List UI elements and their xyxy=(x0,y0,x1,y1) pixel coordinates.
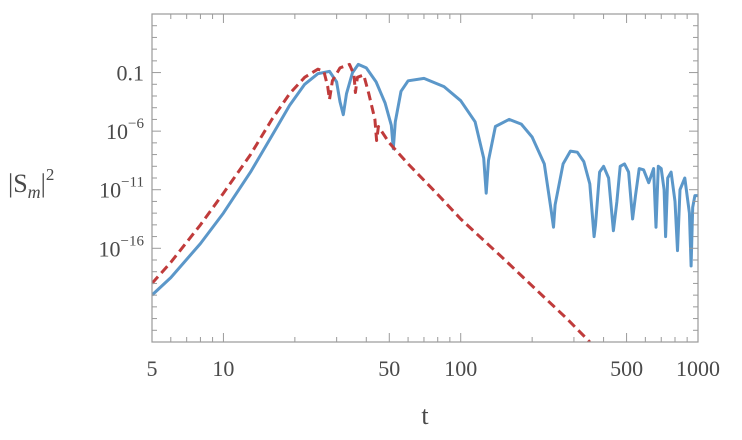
y-axis-label-sup: 2 xyxy=(46,165,55,184)
x-tick-label: 5 xyxy=(147,356,158,381)
y-tick-label: 10−11 xyxy=(99,175,144,203)
x-tick-label: 10 xyxy=(212,356,234,381)
tick-layer xyxy=(151,13,699,343)
y-axis-label-sub: m xyxy=(28,182,41,202)
series-line-1 xyxy=(152,62,698,297)
y-axis-label-base: |S xyxy=(8,169,28,198)
x-tick-label: 100 xyxy=(444,356,477,381)
y-tick-label: 10−6 xyxy=(106,116,144,144)
y-axis-label-close: | xyxy=(41,169,46,198)
x-tick-label: 50 xyxy=(378,356,400,381)
x-tick-label: 1000 xyxy=(676,356,720,381)
y-tick-label: 0.1 xyxy=(117,61,145,86)
y-tick-label: 10−16 xyxy=(99,233,145,261)
y-axis-label: |Sm|2 xyxy=(8,165,54,202)
series-layer xyxy=(152,62,698,342)
x-axis-label: t xyxy=(421,401,429,430)
x-tick-label: 500 xyxy=(610,356,643,381)
series-line-2 xyxy=(152,62,591,342)
label-layer: 5 10 50 100 500 1000 0.1 10−6 10−11 10−16 xyxy=(99,61,720,381)
